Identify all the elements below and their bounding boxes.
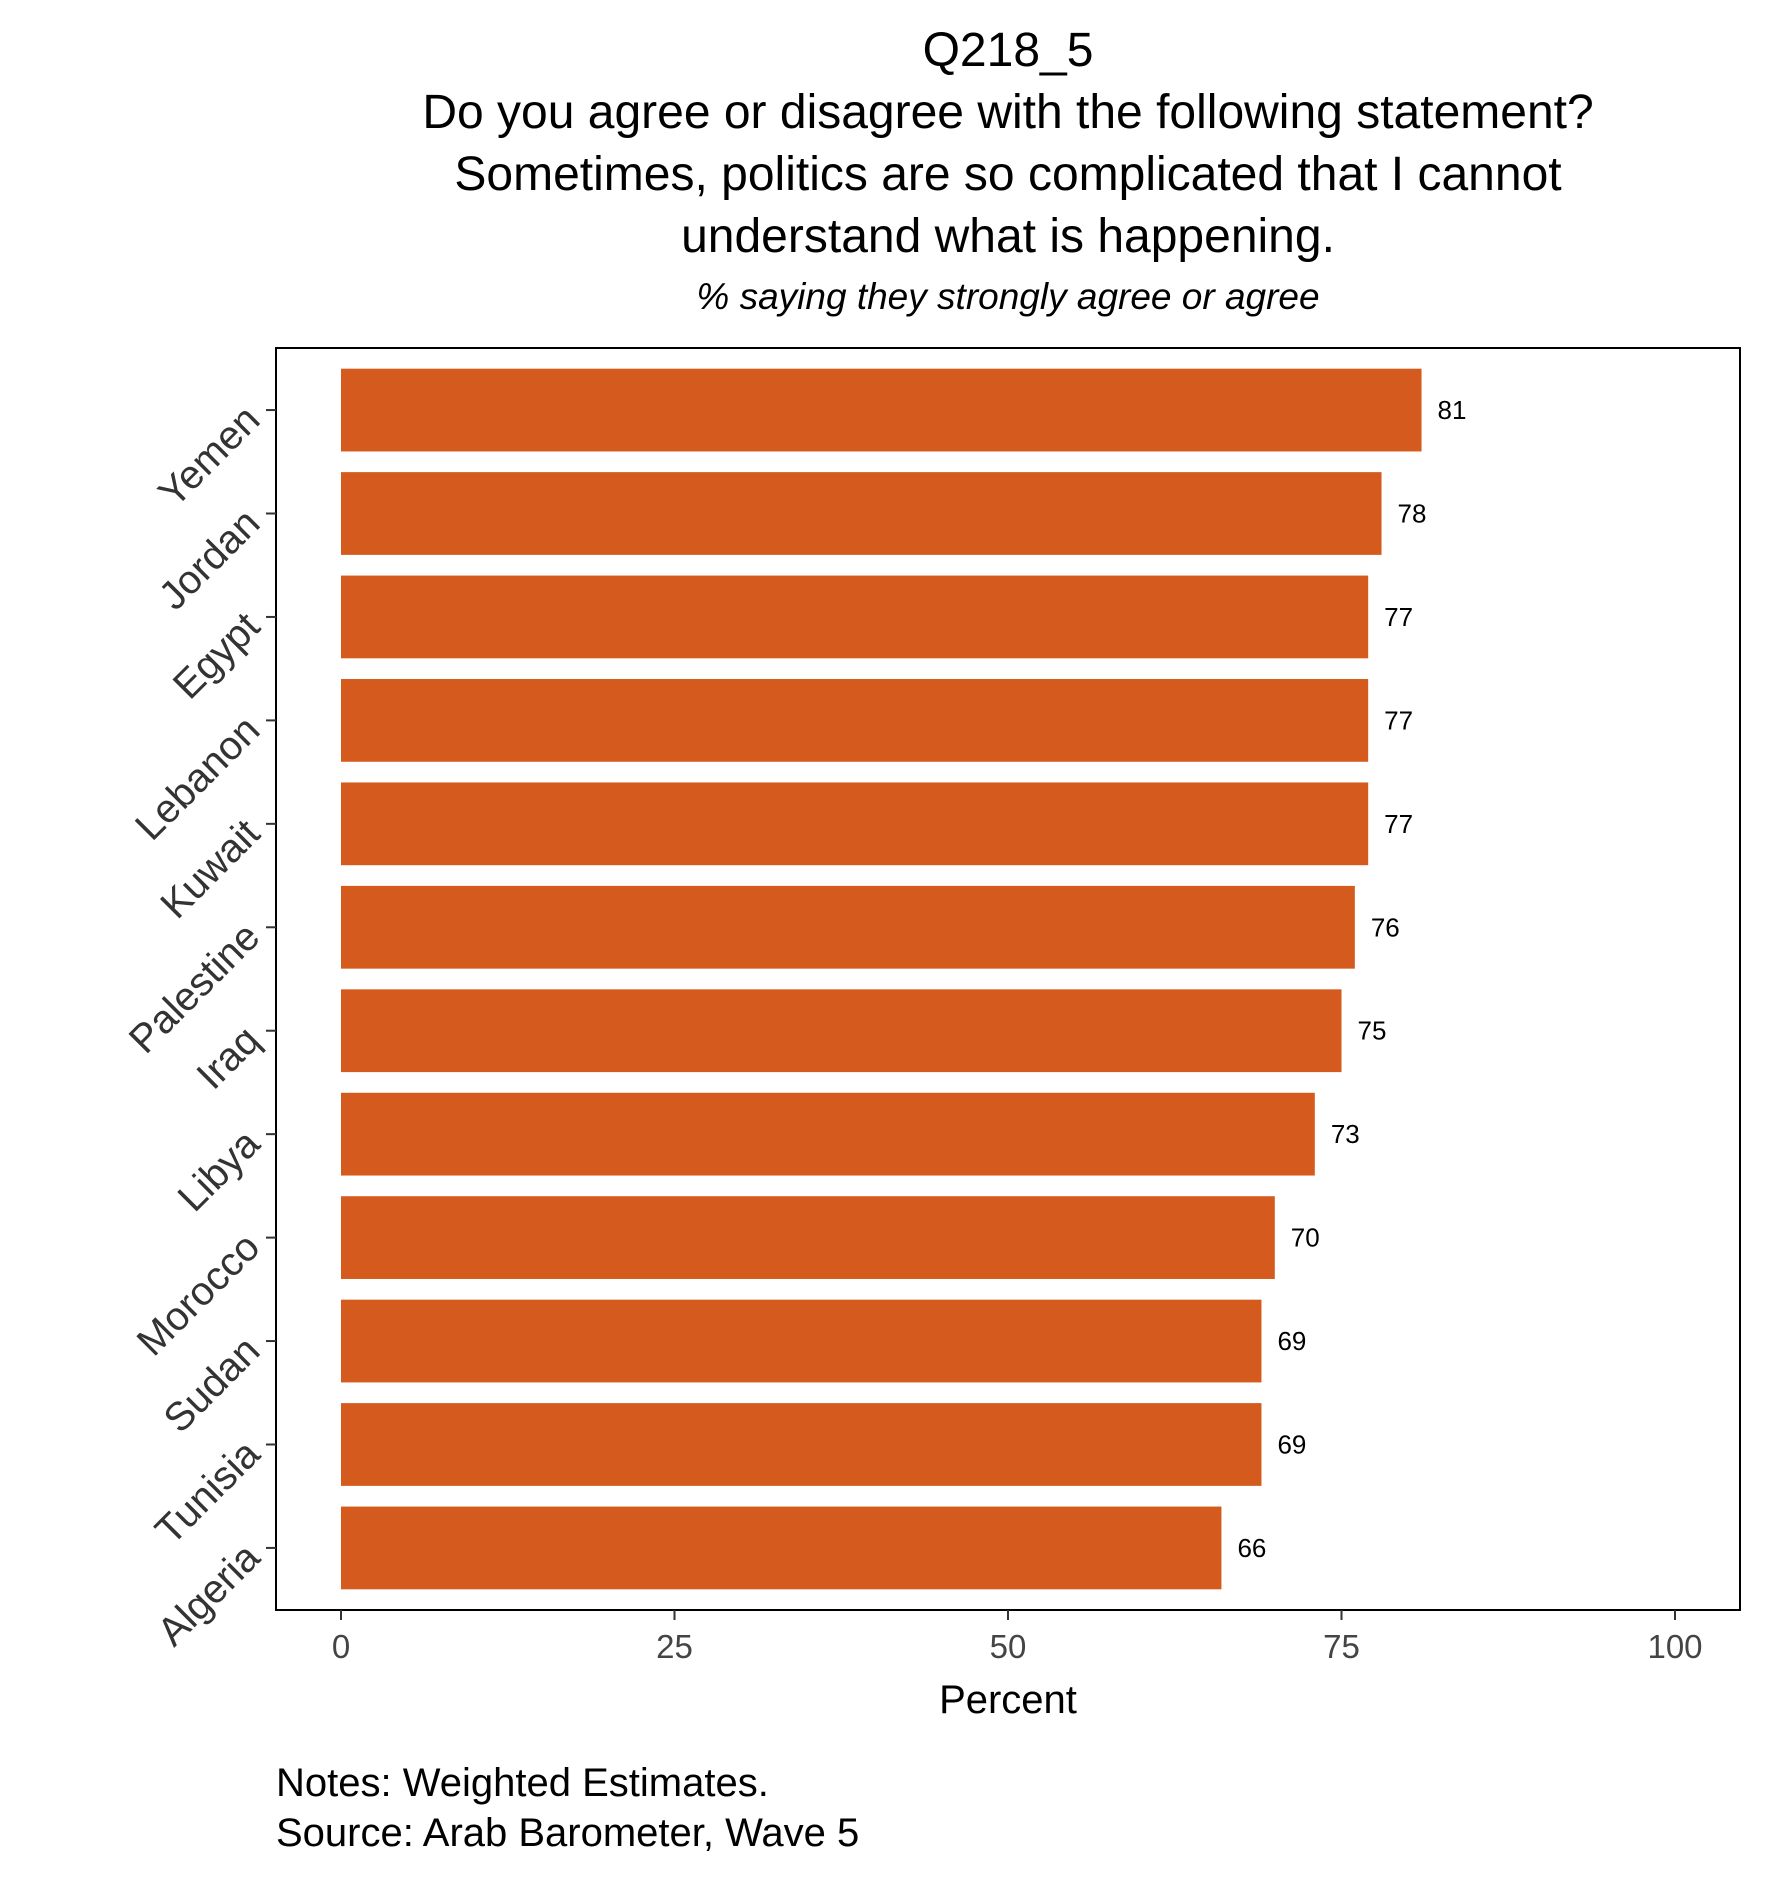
value-label-morocco: 70 — [1291, 1223, 1320, 1253]
x-axis: 0 25 50 75 100 — [332, 1610, 1703, 1665]
bar-egypt — [341, 575, 1369, 659]
source-line: Source: Arab Barometer, Wave 5 — [276, 1811, 860, 1855]
y-tick-label-egypt: Egypt — [165, 604, 268, 707]
value-label-tunisia: 69 — [1277, 1429, 1306, 1459]
value-label-palestine: 76 — [1371, 912, 1400, 942]
title-line-1: Q218_5 — [922, 24, 1094, 77]
value-label-libya: 73 — [1331, 1119, 1360, 1149]
value-label-lebanon: 77 — [1384, 705, 1413, 735]
bar-algeria — [341, 1506, 1222, 1590]
value-label-iraq: 75 — [1358, 1016, 1387, 1046]
title-line-2: Do you agree or disagree with the follow… — [422, 86, 1594, 139]
plot-panel — [275, 347, 1741, 1611]
value-label-jordan: 78 — [1398, 499, 1427, 529]
title-line-4: understand what is happening. — [681, 210, 1335, 263]
x-tick-label: 25 — [656, 1628, 693, 1665]
y-tick-label-iraq: Iraq — [189, 1018, 269, 1098]
value-label-egypt: 77 — [1384, 602, 1413, 632]
bar-tunisia — [341, 1403, 1262, 1486]
y-tick-label-algeria: Algeria — [149, 1535, 269, 1655]
x-tick-label: 75 — [1323, 1628, 1360, 1665]
bars-group: 81 78 77 77 77 76 75 73 70 69 69 66 — [341, 368, 1467, 1590]
bar-libya — [341, 1092, 1315, 1176]
y-tick-label-libya: Libya — [170, 1121, 269, 1220]
value-label-yemen: 81 — [1438, 395, 1467, 425]
notes-line: Notes: Weighted Estimates. — [276, 1761, 769, 1805]
x-tick-label: 100 — [1647, 1628, 1702, 1665]
y-axis: YemenJordanEgyptLebanonKuwaitPalestineIr… — [121, 397, 276, 1654]
bar-jordan — [341, 472, 1382, 555]
bar-sudan — [341, 1299, 1262, 1383]
bar-yemen — [341, 368, 1422, 452]
value-label-sudan: 69 — [1277, 1326, 1306, 1356]
chart-title: Q218_5 Do you agree or disagree with the… — [276, 20, 1740, 268]
x-axis-title: Percent — [939, 1678, 1077, 1722]
bar-lebanon — [341, 679, 1369, 762]
bar-palestine — [341, 885, 1355, 969]
chart-subtitle: % saying they strongly agree or agree — [696, 276, 1320, 317]
footnotes: Notes: Weighted Estimates. Source: Arab … — [276, 1758, 859, 1858]
x-tick-label: 50 — [990, 1628, 1027, 1665]
bar-morocco — [341, 1196, 1275, 1279]
value-label-algeria: 66 — [1237, 1533, 1266, 1563]
bar-kuwait — [341, 782, 1369, 866]
y-tick-label-yemen: Yemen — [150, 397, 268, 515]
y-tick-label-jordan: Jordan — [151, 501, 269, 619]
value-label-kuwait: 77 — [1384, 809, 1413, 839]
y-tick-label-tunisia: Tunisia — [147, 1431, 269, 1553]
x-tick-label: 0 — [332, 1628, 350, 1665]
title-line-3: Sometimes, politics are so complicated t… — [454, 148, 1562, 201]
bar-iraq — [341, 989, 1342, 1073]
